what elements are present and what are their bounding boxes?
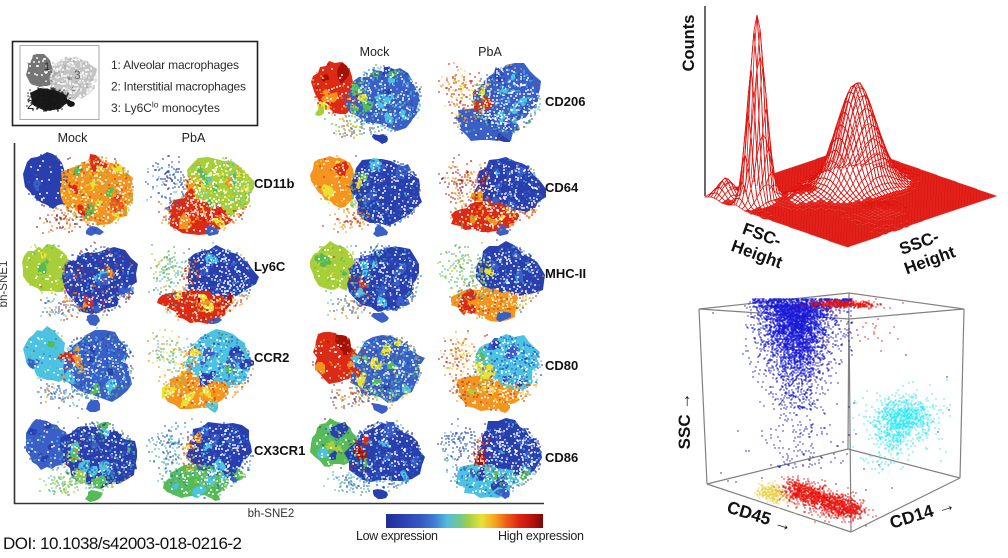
svg-text:CD11b: CD11b (254, 176, 295, 191)
svg-text:Mock: Mock (58, 131, 89, 145)
svg-text:3: Ly6Clo monocytes: 3: Ly6Clo monocytes (111, 100, 220, 116)
svg-text:CD80: CD80 (545, 358, 578, 373)
svg-text:CD64: CD64 (545, 180, 579, 195)
svg-text:2–: 2– (27, 98, 41, 112)
svg-text:CD206: CD206 (545, 94, 585, 109)
svg-text:Mock: Mock (360, 45, 391, 59)
svg-text:PbA: PbA (478, 45, 502, 59)
svg-text:DOI: 10.1038/s42003-018-0216-2: DOI: 10.1038/s42003-018-0216-2 (3, 534, 242, 553)
svg-text:PbA: PbA (182, 131, 206, 145)
svg-text:bh-SNE1: bh-SNE1 (0, 261, 10, 308)
svg-text:1: 1 (44, 61, 50, 73)
svg-text:CD86: CD86 (545, 450, 578, 465)
svg-text:CCR2: CCR2 (254, 350, 289, 365)
svg-text:Counts: Counts (680, 15, 698, 72)
svg-text:MHC-II: MHC-II (545, 266, 586, 281)
svg-text:CX3CR1: CX3CR1 (254, 443, 305, 458)
svg-text:3: 3 (74, 68, 81, 82)
svg-text:Low expression: Low expression (356, 529, 438, 543)
svg-text:bh-SNE2: bh-SNE2 (248, 508, 295, 520)
svg-text:2: Interstitial macrophages: 2: Interstitial macrophages (111, 80, 246, 94)
svg-text:Ly6C: Ly6C (254, 259, 286, 274)
svg-text:High expression: High expression (498, 529, 584, 543)
svg-text:SSC →: SSC → (675, 393, 694, 450)
svg-text:1: Alveolar macrophages: 1: Alveolar macrophages (111, 58, 239, 72)
